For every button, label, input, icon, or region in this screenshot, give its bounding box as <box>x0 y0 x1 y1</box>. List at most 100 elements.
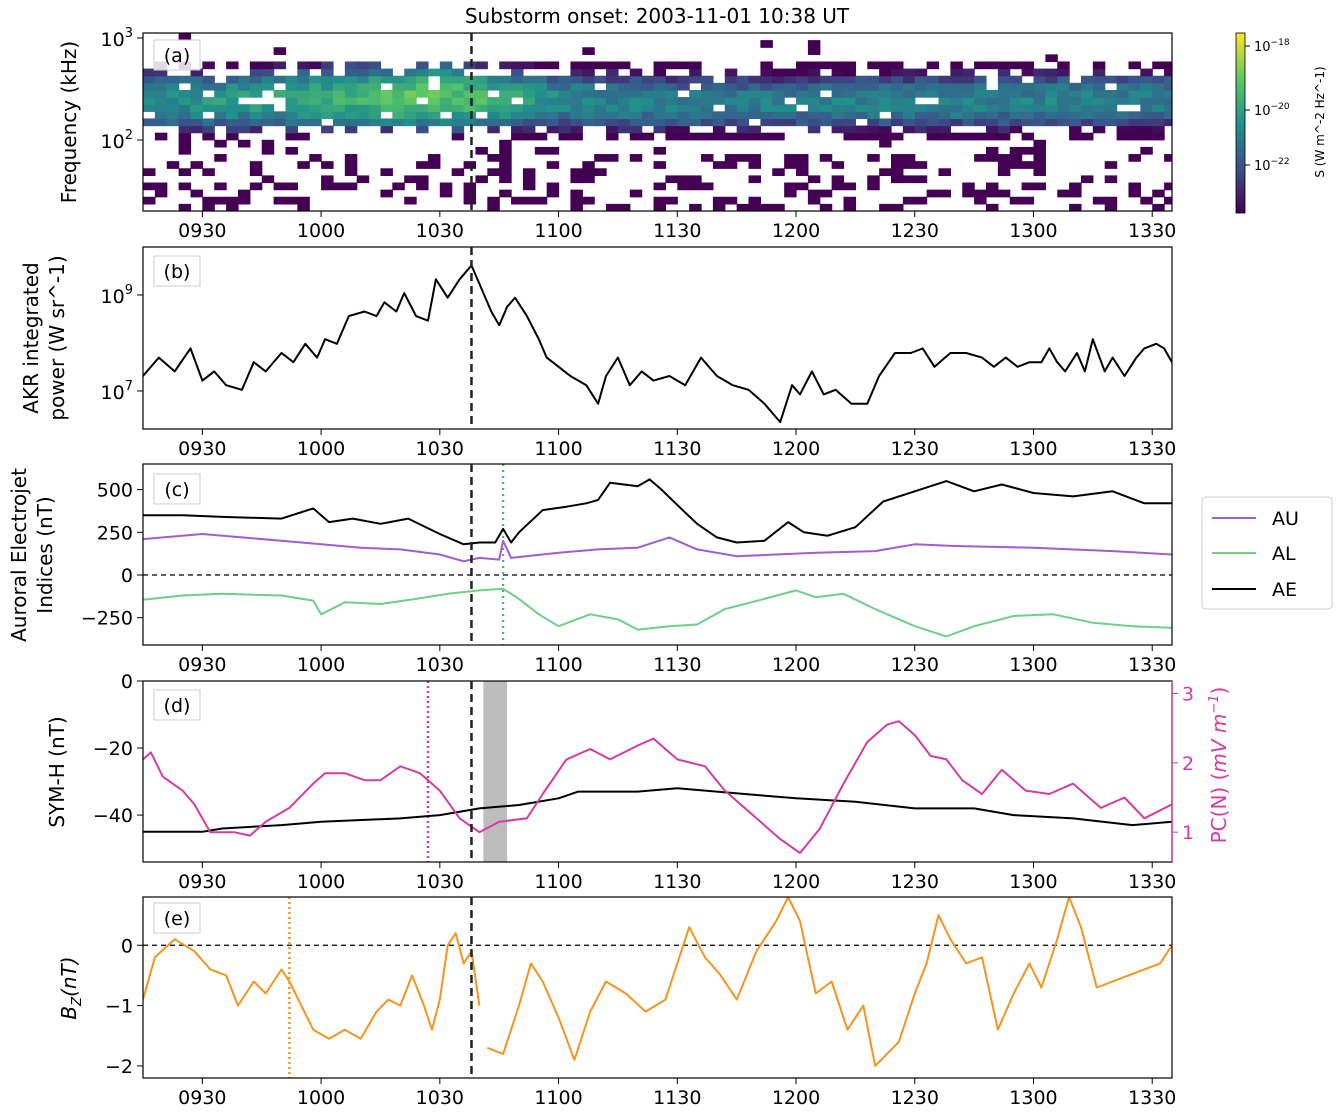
heatmap-cell <box>1080 132 1094 141</box>
x-tick-label: 1000 <box>297 871 345 893</box>
heatmap-cell <box>594 154 607 162</box>
heatmap-cell <box>701 154 714 162</box>
heatmap-cell <box>1045 118 1058 127</box>
heatmap-cell <box>451 104 465 112</box>
x-tick-label: 1130 <box>653 1087 701 1109</box>
heatmap-cell <box>724 68 738 77</box>
heatmap-cell <box>297 75 310 84</box>
heatmap-cell <box>309 111 322 120</box>
heatmap-cell <box>772 168 785 176</box>
heatmap-cell <box>499 111 512 120</box>
heatmap-cell <box>855 104 868 112</box>
x-tick-label: 1200 <box>772 871 820 893</box>
heatmap-cell <box>416 68 429 77</box>
x-tick-label: 1030 <box>416 1087 464 1109</box>
heatmap-cell <box>214 182 227 191</box>
heatmap-cell <box>226 89 239 98</box>
heatmap-cell <box>237 89 251 98</box>
heatmap-cell <box>332 118 346 127</box>
heatmap-cell <box>1104 104 1118 112</box>
heatmap-cell <box>1152 189 1165 198</box>
heatmap-cell <box>558 111 572 120</box>
heatmap-cell <box>594 168 607 176</box>
heatmap-cell <box>1033 161 1046 169</box>
heatmap-cell <box>902 125 916 134</box>
heatmap-cell <box>689 182 702 191</box>
heatmap-cell <box>190 104 203 112</box>
x-tick-label: 0930 <box>178 438 226 460</box>
heatmap-cell <box>368 68 382 77</box>
heatmap-cell <box>214 97 227 105</box>
heatmap-cell <box>606 118 619 127</box>
heatmap-cell <box>1092 68 1106 77</box>
heatmap-cell <box>1152 125 1165 134</box>
heatmap-cell <box>1045 54 1058 63</box>
heatmap-cell <box>487 154 500 162</box>
heatmap-cell <box>879 89 892 98</box>
heatmap-cell <box>748 196 761 205</box>
y2-axis-label: PC(N) (mV m−1) <box>1207 687 1231 844</box>
heatmap-cell <box>617 61 631 70</box>
heatmap-cell <box>760 40 773 48</box>
heatmap-cell <box>380 189 393 198</box>
heatmap-cell <box>653 196 667 205</box>
heatmap-cell <box>570 132 583 141</box>
heatmap-cell <box>724 104 738 112</box>
heatmap-cell <box>190 75 203 84</box>
heatmap-cell <box>974 189 987 198</box>
heatmap-cell <box>1021 132 1035 141</box>
y-tick-label: 0 <box>121 565 133 587</box>
heatmap-cell <box>796 182 809 191</box>
heatmap-cell <box>261 61 275 70</box>
heatmap-cell <box>261 104 275 112</box>
x-tick-label: 1330 <box>1128 654 1176 676</box>
heatmap-cell <box>891 104 904 112</box>
heatmap-cell <box>511 118 524 127</box>
heatmap-cell <box>997 75 1011 84</box>
heatmap-cell <box>629 125 643 134</box>
heatmap-cell <box>427 118 441 127</box>
heatmap-cell <box>902 97 916 105</box>
heatmap-cell <box>582 168 595 176</box>
heatmap-cell <box>831 75 845 84</box>
heatmap-cell <box>1021 118 1035 127</box>
heatmap-cell <box>392 104 405 112</box>
heatmap-cell <box>760 97 773 105</box>
heatmap-cell <box>938 104 951 112</box>
heatmap-cell <box>178 203 192 211</box>
heatmap-cell <box>273 111 287 120</box>
heatmap-cell <box>1092 75 1106 84</box>
heatmap-cell <box>451 68 465 77</box>
heatmap-cell <box>843 111 856 120</box>
heatmap-cell <box>606 154 619 162</box>
heatmap-cell <box>1009 146 1023 155</box>
heatmap-cell <box>522 196 536 205</box>
heatmap-cell <box>143 104 156 112</box>
heatmap-cell <box>273 75 287 84</box>
heatmap-cell <box>178 97 192 105</box>
heatmap-cell <box>321 97 334 105</box>
heatmap-cell <box>677 111 690 120</box>
heatmap-cell <box>1092 125 1106 134</box>
heatmap-cell <box>285 104 298 112</box>
heatmap-cell <box>606 97 619 105</box>
heatmap-cell <box>190 68 203 77</box>
heatmap-cell <box>321 82 334 91</box>
heatmap-cell <box>760 104 773 112</box>
heatmap-cell <box>629 111 643 120</box>
heatmap-cell <box>796 111 809 120</box>
x-tick-label: 1230 <box>891 1087 939 1109</box>
heatmap-cell <box>926 111 940 120</box>
heatmap-cell <box>522 104 536 112</box>
heatmap-cell <box>190 161 203 169</box>
heatmap-cell <box>724 154 738 162</box>
heatmap-cell <box>332 75 346 84</box>
heatmap-cell <box>724 97 738 105</box>
heatmap-cell <box>962 68 975 77</box>
heatmap-cell <box>570 68 583 77</box>
heatmap-cell <box>831 111 845 120</box>
heatmap-cell <box>1057 104 1070 112</box>
heatmap-cell <box>534 118 548 127</box>
heatmap-cell <box>439 118 453 127</box>
heatmap-cell <box>784 68 797 77</box>
